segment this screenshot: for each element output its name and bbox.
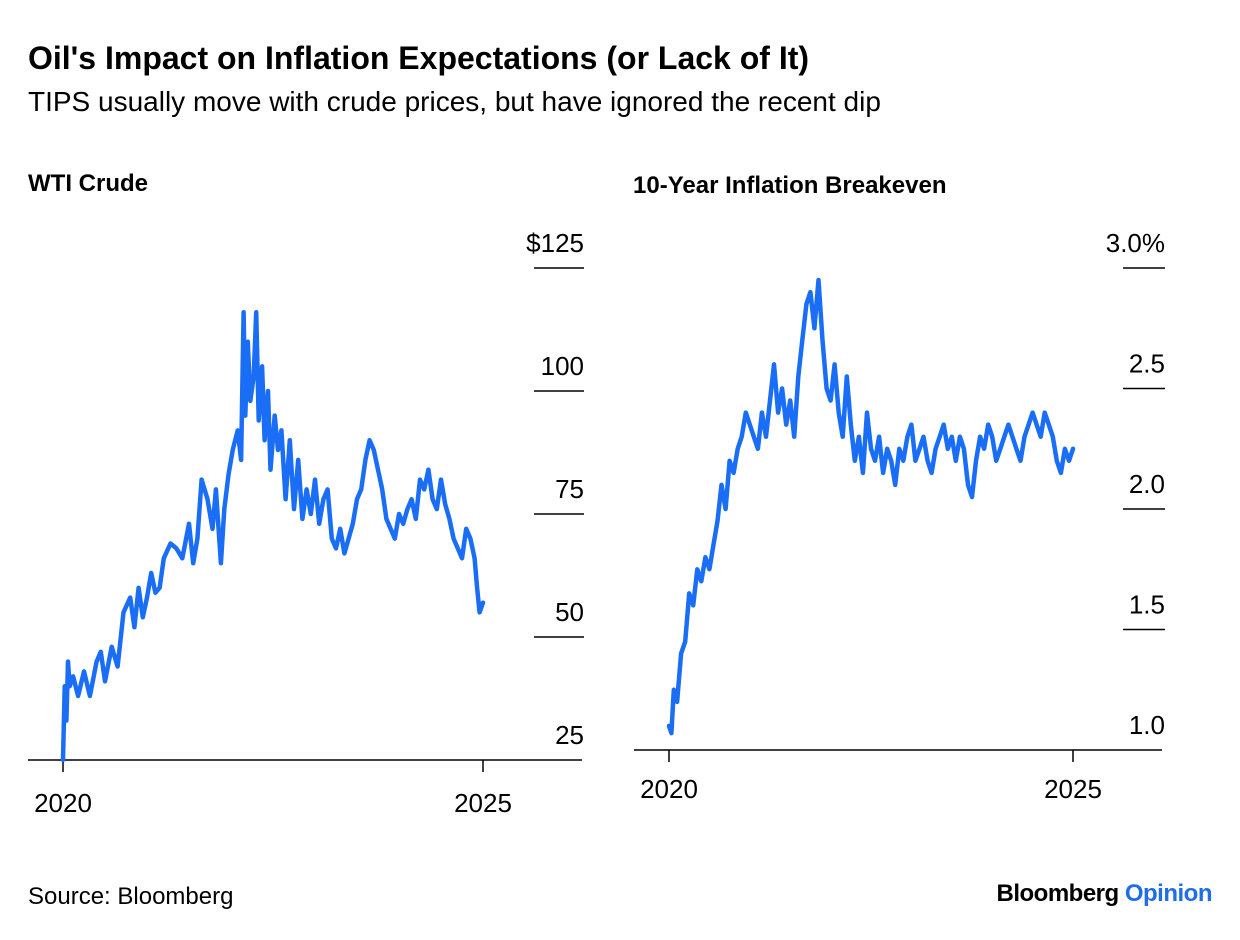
breakeven-ytick-label-1: 2.5 [1129,349,1165,379]
brand-accent: Opinion [1124,880,1213,907]
brand-name: Bloomberg [996,880,1120,907]
breakeven-xtick-label-0: 2020 [640,774,698,804]
panel-title-wti: WTI Crude [28,170,148,197]
breakeven-ytick-label-4: 1.0 [1129,710,1165,740]
chart-subtitle: TIPS usually move with crude prices, but… [28,86,881,117]
breakeven-series-line-0 [666,277,1076,736]
breakeven-ytick-label-2: 2.0 [1129,469,1165,499]
brand-logo: Bloomberg Opinion [997,880,1213,908]
wti-series-line-0 [60,310,486,763]
source-note: Source: Bloomberg [28,883,234,910]
breakeven-ytick-label-0: 3.0% [1106,228,1165,258]
wti-ytick-label-4: 25 [555,720,584,750]
breakeven-xtick-label-1: 2025 [1044,774,1102,804]
wti-xtick-label-0: 2020 [34,788,92,818]
wti-ytick-label-1: 100 [541,351,584,381]
chart-title: Oil's Impact on Inflation Expectations (… [28,40,810,76]
panel-title-breakeven: 10-Year Inflation Breakeven [633,172,947,199]
wti-ytick-label-2: 75 [555,474,584,504]
breakeven-ytick-label-3: 1.5 [1129,590,1165,620]
wti-ytick-label-3: 50 [555,597,584,627]
wti-xtick-label-1: 2025 [454,788,512,818]
wti-ytick-label-0: $125 [526,228,584,258]
